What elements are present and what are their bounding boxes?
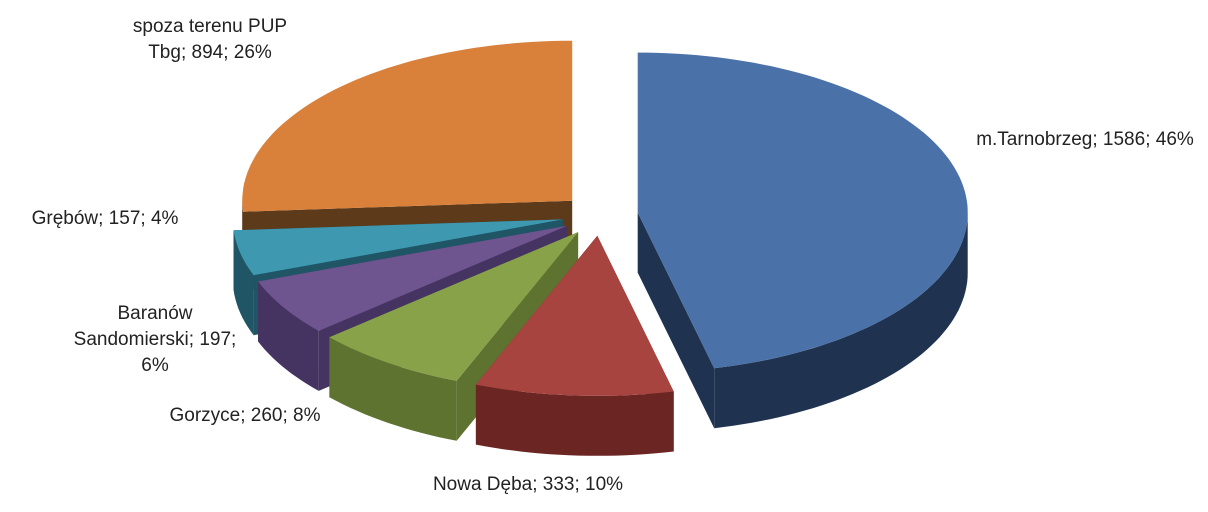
slice (258, 225, 568, 331)
slice (329, 232, 579, 381)
slice (242, 40, 573, 212)
data-label: Baranów Sandomierski; 197; 6% (73, 303, 237, 376)
data-label: spoza terenu PUP Tbg; 894; 26% (132, 16, 288, 63)
slice (233, 219, 563, 276)
slice-side (329, 337, 457, 441)
data-label: Nowa Dęba; 333; 10% (432, 474, 624, 495)
slice-side (258, 281, 319, 391)
slice-side (714, 212, 968, 429)
data-label: Gorzyce; 260; 8% (169, 405, 321, 426)
data-label: Grębów; 157; 4% (31, 208, 179, 229)
slice-wall (637, 212, 715, 429)
slice-side (475, 384, 674, 456)
slice-side (233, 230, 254, 336)
slice (637, 52, 968, 369)
slice (475, 235, 674, 396)
data-label: m.Tarnobrzeg; 1586; 46% (976, 129, 1194, 150)
